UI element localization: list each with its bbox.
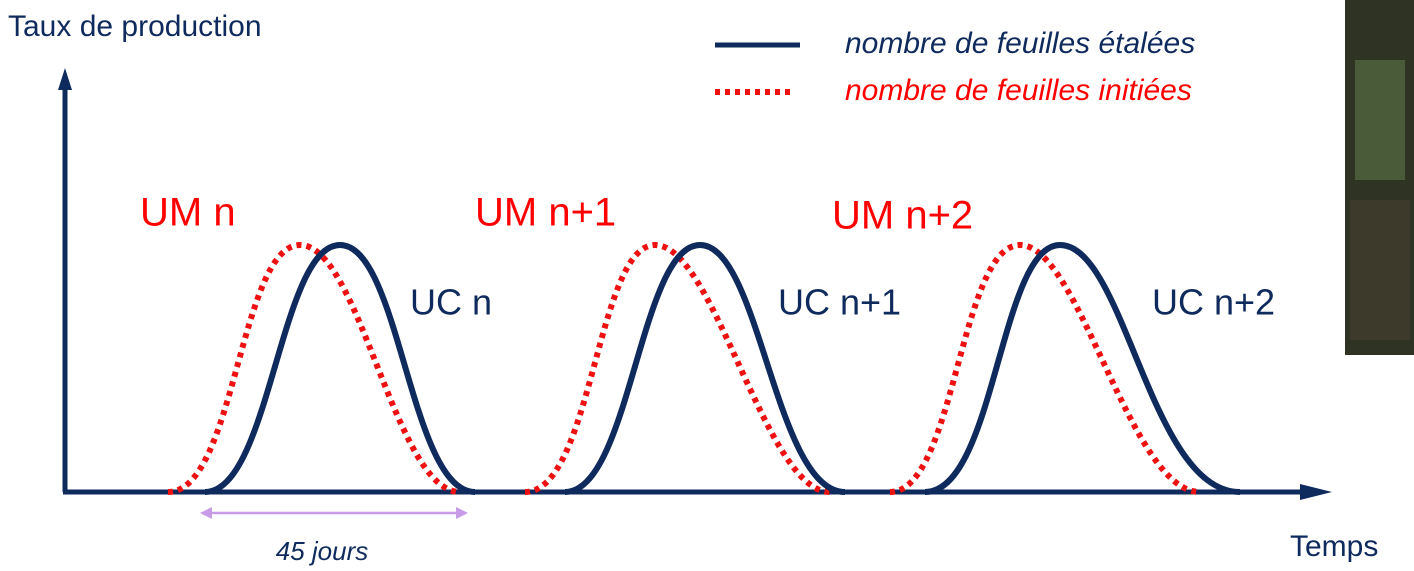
photo-detail <box>1355 60 1405 180</box>
y-axis-arrow <box>58 68 72 90</box>
duration-arrow-head <box>200 507 212 519</box>
photo-detail <box>1350 200 1410 340</box>
uc-label: UC n <box>410 282 492 323</box>
um-label: UM n+1 <box>475 191 616 235</box>
duration-label: 45 jours <box>276 536 369 566</box>
um-label: UM n+2 <box>832 194 973 238</box>
uc-label: UC n+2 <box>1152 282 1275 323</box>
duration-arrow-head <box>456 507 468 519</box>
legend-label: nombre de feuilles étalées <box>845 27 1195 60</box>
y-axis-label: Taux de production <box>8 10 262 43</box>
diagram: Taux de production Temps nombre de feuil… <box>0 0 1414 571</box>
uc-label: UC n+1 <box>778 282 901 323</box>
legend-label: nombre de feuilles initiées <box>845 74 1192 107</box>
x-axis-arrow <box>1300 484 1332 500</box>
x-axis-label: Temps <box>1290 530 1378 563</box>
um-label: UM n <box>140 191 236 235</box>
